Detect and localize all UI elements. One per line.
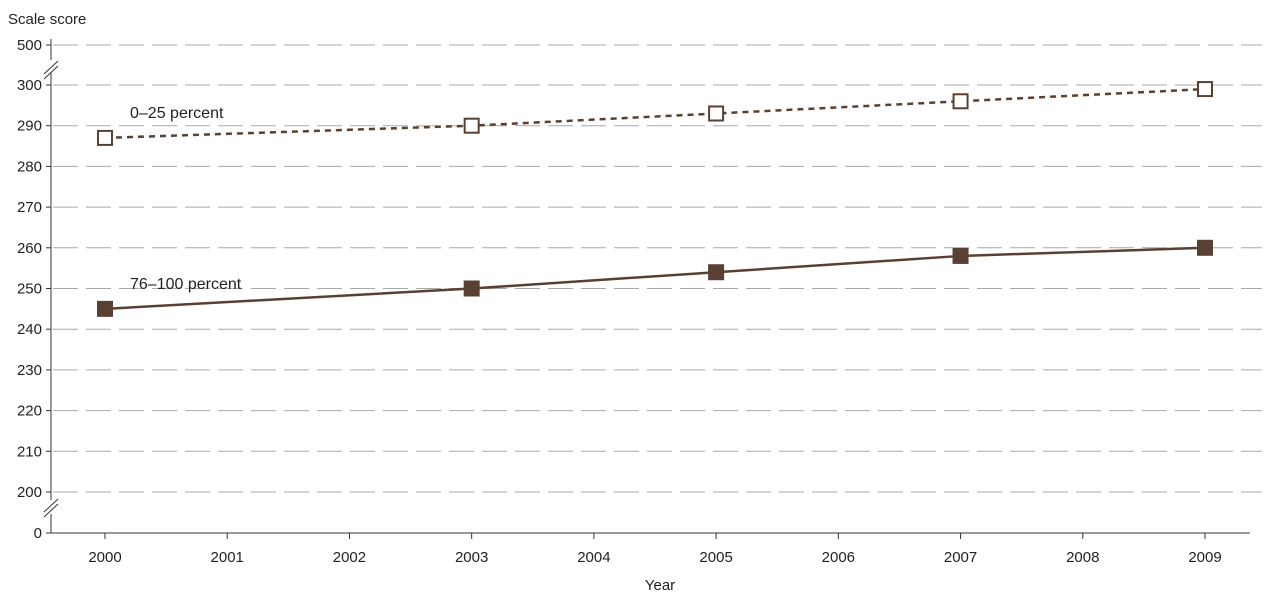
data-point <box>952 93 969 110</box>
x-tick-label: 2001 <box>211 549 244 566</box>
y-tick-label: 290 <box>17 118 42 135</box>
y-tick-label: 280 <box>17 158 42 175</box>
series-line <box>104 87 1206 140</box>
y-tick-label: 270 <box>17 199 42 216</box>
y-tick-label: 500 <box>17 37 42 54</box>
y-tick-label: 300 <box>17 77 42 94</box>
y-tick-label: 220 <box>17 403 42 420</box>
data-point <box>463 280 480 297</box>
series-label: 0–25 percent <box>130 105 224 122</box>
y-tick-label: 260 <box>17 240 42 257</box>
data-point <box>1197 81 1213 98</box>
gridlines <box>53 44 1262 493</box>
data-point <box>1197 239 1213 256</box>
y-axis-title: Scale score <box>8 11 86 28</box>
x-tick-label: 2000 <box>88 549 121 566</box>
y-tick-label: 250 <box>17 281 42 298</box>
y-tick-label: 240 <box>17 321 42 338</box>
series-high-poverty: 76–100 percent <box>97 239 1213 317</box>
data-point <box>463 117 480 134</box>
series-line <box>104 246 1206 311</box>
y-tick-label: 0 <box>34 525 42 542</box>
x-tick-label: 2003 <box>455 549 488 566</box>
x-tick-label: 2005 <box>699 549 732 566</box>
data-point <box>97 300 113 317</box>
data-point <box>708 105 725 122</box>
x-tick-label: 2002 <box>333 549 366 566</box>
y-tick-label: 210 <box>17 443 42 460</box>
x-tick-label: 2004 <box>577 549 610 566</box>
data-point <box>708 264 725 281</box>
data-point <box>952 247 969 264</box>
series-low-poverty: 0–25 percent <box>97 81 1213 146</box>
y-tick-label: 230 <box>17 362 42 379</box>
axis-break-mark <box>43 498 59 513</box>
x-tick-label: 2008 <box>1066 549 1099 566</box>
axis-break-mark <box>43 60 59 75</box>
x-tick-label: 2009 <box>1188 549 1221 566</box>
x-axis-title: Year <box>645 577 675 594</box>
data-point <box>97 129 113 146</box>
series-layer: 0–25 percent 76–100 percent <box>97 81 1213 317</box>
x-tick-label: 2007 <box>944 549 977 566</box>
axes: 0 200 210 220 230 240 250 260 270 280 290 300 500 200… <box>17 37 1250 566</box>
x-tick-label: 2006 <box>822 549 855 566</box>
axis-break-mark <box>43 503 59 518</box>
series-label: 76–100 percent <box>130 276 242 293</box>
axis-break-mark <box>43 65 59 80</box>
y-tick-label: 200 <box>17 484 42 501</box>
